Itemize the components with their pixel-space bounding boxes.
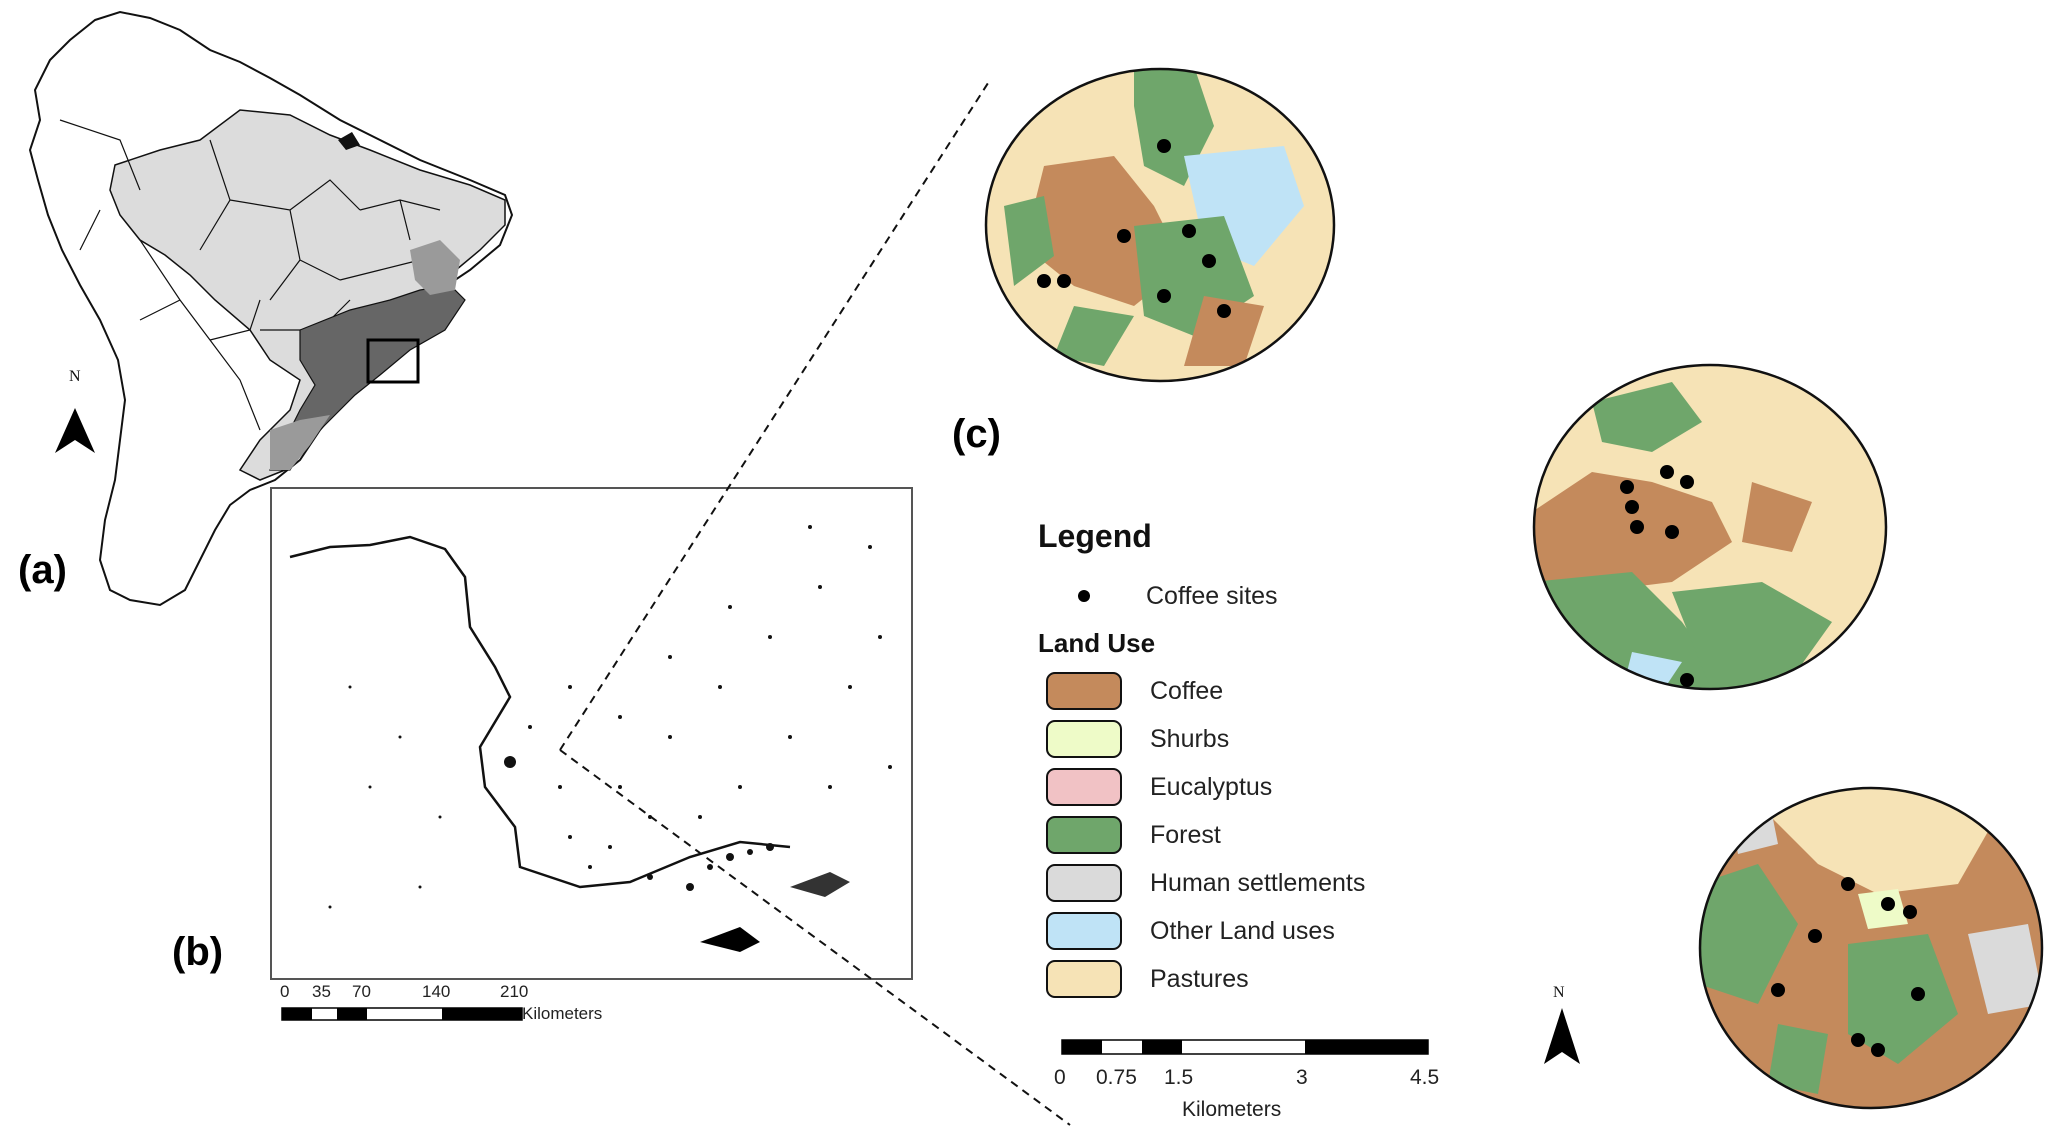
legend-item-label: Coffee: [1150, 676, 1224, 705]
coastal-dark-2: [790, 872, 850, 897]
north-arrow-a-icon: [55, 408, 95, 453]
scale-b-unit: Kilometers: [522, 1004, 603, 1023]
coffee-sites-3: [1771, 877, 1925, 1057]
scale-c-tick-2: 1.5: [1164, 1066, 1194, 1089]
land-use-buffer-1: [984, 67, 1336, 383]
scale-b-tick-1: 35: [312, 982, 331, 1001]
legend-land-use-title: Land Use: [1038, 628, 1156, 658]
scale-c-tick-3: 3: [1296, 1066, 1308, 1089]
legend-item-eucalyptus: Eucalyptus: [1046, 767, 1272, 807]
country-boundaries: [59, 119, 261, 431]
scale-bar-c: [1061, 1039, 1429, 1055]
legend-item-pastures: Pastures: [1046, 959, 1249, 999]
land-use-buffer-3: [1698, 786, 2044, 1110]
legend-item-shrubs: Shurbs: [1046, 719, 1229, 759]
legend-item-coffee: Coffee: [1046, 671, 1223, 711]
amazon-mouth: [338, 132, 360, 150]
region-mid-2: [410, 240, 460, 295]
legend-item-forest: Forest: [1046, 815, 1221, 855]
panel-label-c: (c): [952, 412, 1001, 456]
coffee-site-dot-icon: [1078, 590, 1090, 602]
coffee-sites-1: [1037, 139, 1231, 318]
panel-label-b: (b): [172, 930, 224, 974]
legend-item-label: Human settlements: [1150, 868, 1366, 897]
scale-c-unit: Kilometers: [1182, 1098, 1282, 1121]
legend-item-label: Eucalyptus: [1150, 772, 1273, 801]
scale-c-tick-4: 4.5: [1410, 1066, 1440, 1089]
state-boundaries: [199, 139, 441, 331]
study-region-map: [289, 525, 892, 952]
scale-bar-b: [281, 1007, 523, 1021]
legend-swatch: [1046, 816, 1122, 854]
legend-item-label: Other Land uses: [1150, 916, 1335, 945]
legend-swatch: [1046, 768, 1122, 806]
panel-label-a: (a): [18, 548, 67, 592]
legend-item-label: Pastures: [1150, 964, 1249, 993]
legend-swatch: [1046, 960, 1122, 998]
scale-b-tick-2: 70: [352, 982, 371, 1001]
land-use-buffer-2: [1532, 363, 1888, 691]
region-mid: [270, 415, 330, 470]
coastal-dark: [700, 927, 760, 952]
legend-item-human-settlements: Human settlements: [1046, 863, 1365, 903]
legend-title: Legend: [1038, 518, 1152, 554]
coffee-cover-dots: [328, 525, 892, 909]
scale-b-tick-4: 210: [500, 982, 529, 1001]
north-arrow-c-icon: [1544, 1008, 1580, 1064]
legend-item-other-land-uses: Other Land uses: [1046, 911, 1335, 951]
scale-c-tick-1: 0.75: [1096, 1066, 1137, 1089]
legend-item-label: Forest: [1150, 820, 1221, 849]
legend-swatch: [1046, 864, 1122, 902]
legend-swatch: [1046, 912, 1122, 950]
scale-b-tick-3: 140: [422, 982, 451, 1001]
north-label-a: N: [69, 368, 81, 385]
study-area-box: [366, 338, 420, 384]
legend-item-label: Shurbs: [1150, 724, 1230, 753]
study-region-frame: [270, 487, 913, 980]
legend-point-item: Coffee sites: [1046, 576, 1278, 616]
legend-swatch: [1046, 672, 1122, 710]
scale-b-tick-0: 0: [280, 982, 290, 1001]
legend-point-label: Coffee sites: [1146, 581, 1278, 610]
state-border: [289, 535, 791, 889]
north-label-c: N: [1553, 984, 1565, 1001]
south-america-map: [28, 10, 514, 607]
legend-swatch: [1046, 720, 1122, 758]
scale-c-tick-0: 0: [1054, 1066, 1066, 1089]
coffee-sites-2: [1620, 465, 1694, 687]
